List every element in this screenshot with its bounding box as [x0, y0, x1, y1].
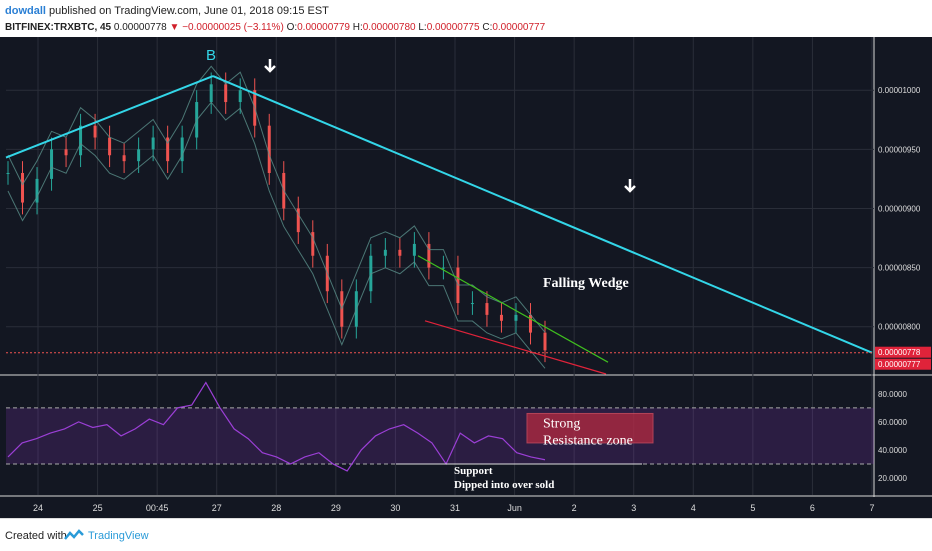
rsi-tick-label: 80.0000	[878, 390, 907, 399]
price-tick-label: 0.00000950	[878, 145, 921, 154]
time-tick-label: 31	[450, 503, 460, 513]
time-tick-label: 5	[750, 503, 755, 513]
candle-body	[296, 208, 300, 233]
candle-body	[79, 125, 83, 156]
candle-body	[514, 314, 518, 321]
resistance-zone-label-line1: Strong	[543, 416, 580, 431]
close-label: C:	[482, 22, 493, 33]
chart-area[interactable]: 0.00001000 0.00000950 0.00000900 0.00000850…	[0, 37, 932, 518]
candle-body	[499, 314, 503, 321]
low-value: 0.00000775	[426, 22, 480, 33]
price-tick-label: 0.00001000	[878, 86, 921, 95]
high-label: H:	[352, 22, 363, 33]
candle-body	[470, 303, 474, 305]
price-tick-label: 0.00000900	[878, 204, 921, 213]
symbol-label: BITFINEX:TRXBTC, 45	[5, 22, 112, 33]
trendline-up	[5, 75, 214, 159]
bollinger-lower-band	[7, 101, 546, 369]
candle-body	[64, 149, 68, 156]
candle-body	[441, 267, 445, 269]
down-arrow-icon	[264, 59, 276, 73]
candle-body	[412, 243, 416, 256]
price-badge-label: 0.00000777	[878, 360, 921, 369]
candle-body	[485, 303, 489, 315]
candle-body	[209, 84, 213, 103]
label-B: B	[206, 47, 216, 64]
low-label: L:	[418, 22, 427, 33]
candle-body	[427, 243, 431, 268]
price-badge	[875, 346, 931, 358]
price-change: −0.00000025 (−3.11%)	[182, 22, 284, 33]
publish-info: dowdall published on TradingView.com, Ju…	[5, 5, 329, 17]
time-tick-label: 6	[810, 503, 815, 513]
candle-body	[383, 249, 387, 256]
time-tick-label: 29	[331, 503, 341, 513]
open-value: 0.00000779	[297, 22, 350, 33]
time-tick-label: 7	[869, 503, 874, 513]
candle-body	[93, 125, 97, 138]
price-tick-label: 0.00000850	[878, 264, 921, 273]
created-with-text: Created with	[5, 530, 67, 542]
time-tick-label: 00:45	[146, 503, 169, 513]
wedge-upper-line	[417, 255, 609, 363]
candle-body	[35, 178, 39, 203]
symbol-info: BITFINEX:TRXBTC, 45 0.00000778 ▼ −0.0000…	[5, 22, 545, 33]
publish-text: published on TradingView.com, June 01, 2…	[49, 5, 329, 17]
rsi-tick-label: 60.0000	[878, 418, 907, 427]
footer: Created with TradingView	[0, 518, 932, 551]
open-label: O:	[286, 22, 298, 33]
candle-body	[137, 149, 141, 162]
rsi-tick-label: 20.0000	[878, 474, 907, 483]
trendline-down	[212, 75, 873, 354]
down-arrow-icon	[624, 179, 636, 193]
price-badge-label: 0.00000778	[878, 348, 921, 357]
wedge-lower-line	[424, 320, 607, 375]
oversold-label: Dipped into over sold	[454, 479, 554, 491]
candle-body	[122, 155, 126, 162]
candle-body	[21, 172, 25, 203]
time-tick-label: Jun	[507, 503, 522, 513]
rsi-line	[7, 381, 546, 472]
tradingview-brand[interactable]: TradingView	[88, 530, 149, 542]
candle-body	[151, 137, 155, 150]
down-triangle-icon: ▼	[169, 22, 180, 33]
tradingview-logo-icon	[64, 529, 84, 540]
candle-body	[180, 137, 184, 162]
price-tick-label: 0.00000800	[878, 323, 921, 332]
time-tick-label: 30	[390, 503, 400, 513]
candle-body	[166, 137, 170, 162]
candle-body	[6, 172, 10, 174]
time-tick-label: 28	[271, 503, 281, 513]
support-label: Support	[454, 465, 493, 477]
time-tick-label: 3	[631, 503, 636, 513]
high-value: 0.00000780	[362, 22, 416, 33]
time-tick-label: 2	[572, 503, 577, 513]
candle-body	[224, 84, 228, 103]
price-badge	[875, 358, 931, 370]
resistance-zone	[526, 412, 654, 444]
candle-body	[50, 149, 54, 179]
candle-body	[238, 90, 242, 103]
time-tick-label: 4	[691, 503, 696, 513]
candle-body	[311, 232, 315, 256]
author-name[interactable]: dowdall	[5, 5, 46, 17]
candle-body	[543, 332, 547, 351]
rsi-tick-label: 40.0000	[878, 446, 907, 455]
time-tick-label: 24	[33, 503, 43, 513]
falling-wedge-label: Falling Wedge	[543, 276, 629, 291]
resistance-zone-label-line2: Resistance zone	[543, 433, 633, 448]
last-price: 0.00000778	[113, 22, 167, 33]
candle-body	[267, 125, 271, 173]
time-tick-label: 25	[93, 503, 103, 513]
candle-body	[398, 249, 402, 256]
time-tick-label: 27	[212, 503, 222, 513]
candle-body	[528, 314, 532, 333]
chart-svg[interactable]: 0.00001000 0.00000950 0.00000900 0.00000850…	[0, 37, 932, 518]
candle-body	[108, 137, 112, 156]
close-value: 0.00000777	[492, 22, 546, 33]
